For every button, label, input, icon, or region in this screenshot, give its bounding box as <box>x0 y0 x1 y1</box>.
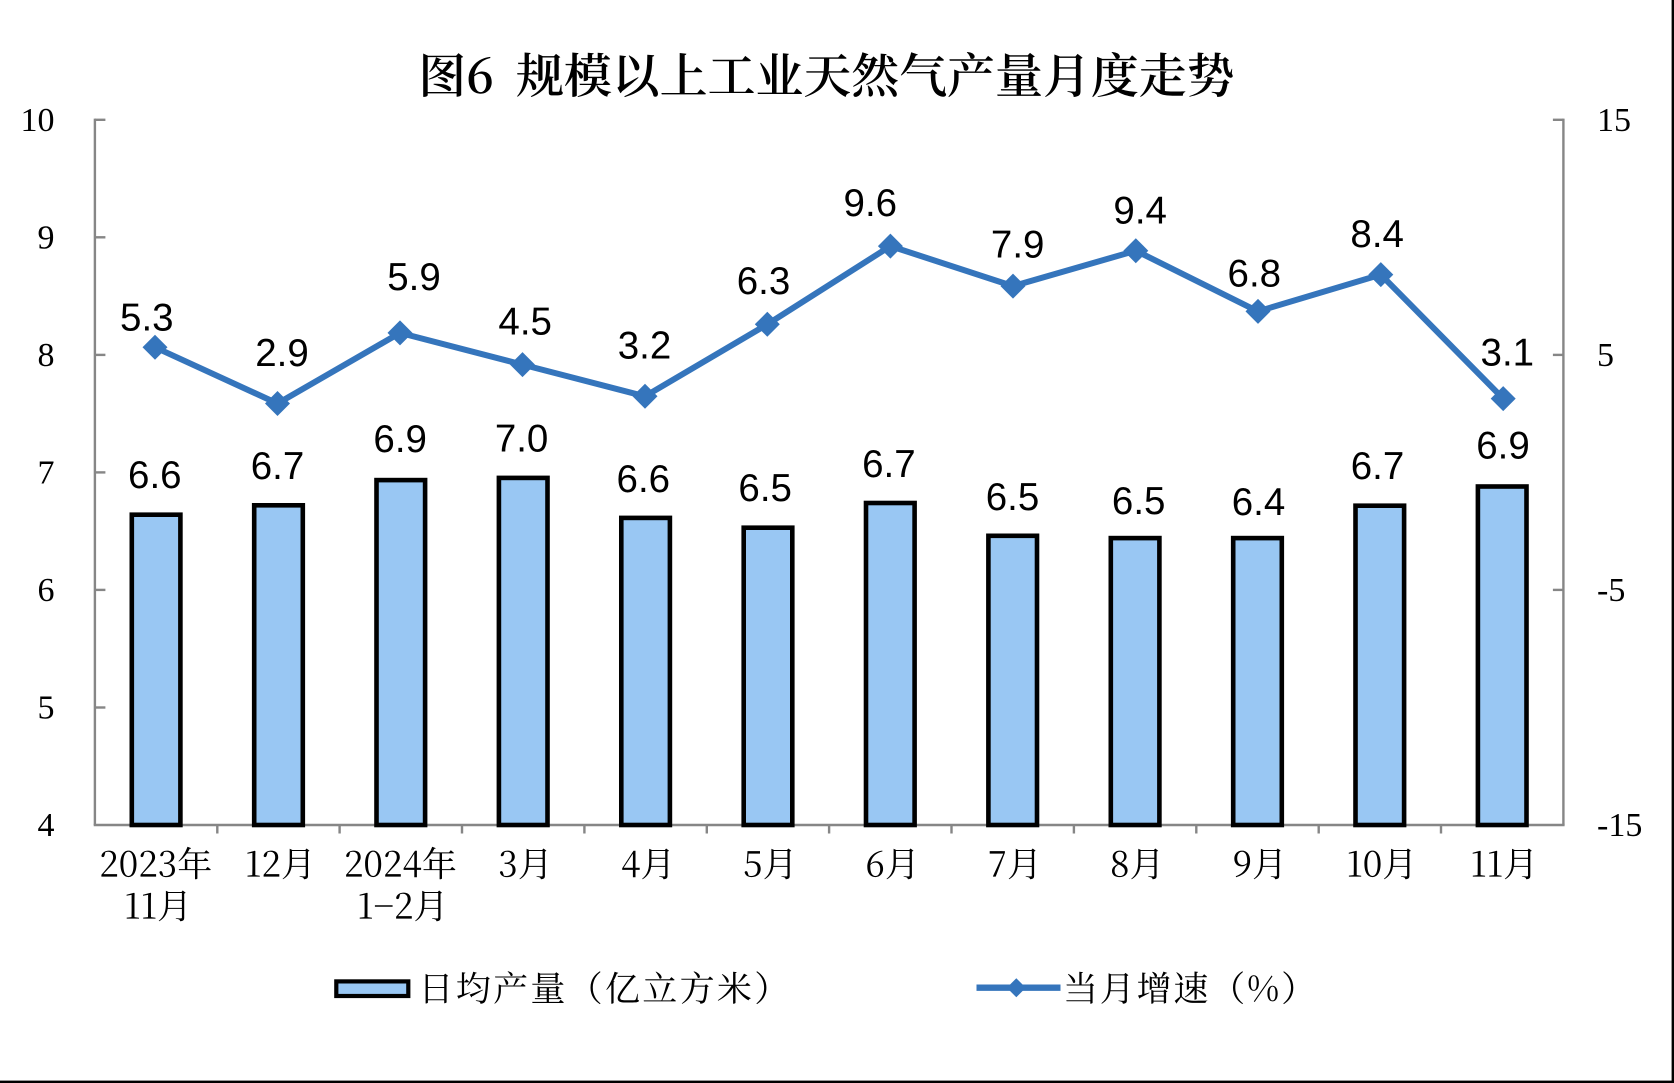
svg-text:5.9: 5.9 <box>387 256 441 299</box>
svg-text:7: 7 <box>38 455 55 492</box>
svg-text:6.5: 6.5 <box>986 476 1040 519</box>
svg-text:8: 8 <box>38 337 55 374</box>
svg-text:6.6: 6.6 <box>617 458 671 501</box>
svg-text:10: 10 <box>21 102 55 139</box>
svg-text:6.8: 6.8 <box>1228 253 1282 296</box>
svg-text:6: 6 <box>38 572 55 609</box>
svg-text:6.4: 6.4 <box>1232 481 1286 524</box>
svg-text:5.3: 5.3 <box>120 296 174 339</box>
svg-text:6.6: 6.6 <box>128 454 182 497</box>
svg-text:-15: -15 <box>1597 807 1642 844</box>
svg-text:9: 9 <box>38 220 55 257</box>
svg-text:2.9: 2.9 <box>255 332 309 375</box>
svg-text:6.9: 6.9 <box>373 418 427 461</box>
svg-text:7.9: 7.9 <box>991 223 1045 266</box>
svg-text:6.7: 6.7 <box>862 443 916 486</box>
svg-text:6.5: 6.5 <box>738 467 792 510</box>
svg-text:5: 5 <box>38 690 55 727</box>
svg-text:7.0: 7.0 <box>495 417 549 460</box>
svg-text:4.5: 4.5 <box>498 300 552 343</box>
svg-text:6.5: 6.5 <box>1112 480 1166 523</box>
svg-text:15: 15 <box>1597 102 1631 139</box>
svg-text:6.3: 6.3 <box>737 260 791 303</box>
svg-text:9.6: 9.6 <box>844 182 898 225</box>
svg-text:9.4: 9.4 <box>1113 189 1167 232</box>
svg-text:5: 5 <box>1597 337 1614 374</box>
svg-text:6.7: 6.7 <box>1351 445 1405 488</box>
svg-text:3.1: 3.1 <box>1481 331 1535 374</box>
svg-text:3.2: 3.2 <box>618 325 672 368</box>
svg-text:8.4: 8.4 <box>1350 213 1404 256</box>
svg-text:-5: -5 <box>1597 572 1625 609</box>
svg-text:6.9: 6.9 <box>1476 425 1530 468</box>
svg-text:6.7: 6.7 <box>251 445 305 488</box>
svg-text:4: 4 <box>38 807 55 844</box>
